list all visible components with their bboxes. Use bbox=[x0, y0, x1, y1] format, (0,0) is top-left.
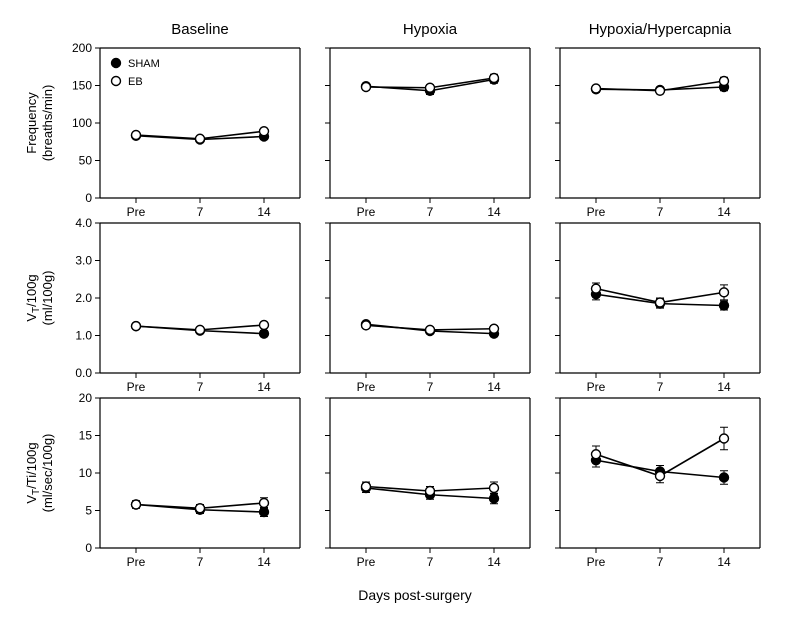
svg-text:14: 14 bbox=[717, 555, 731, 569]
xaxis-title: Days post-surgery bbox=[358, 587, 472, 603]
col-title-1: Hypoxia bbox=[403, 21, 458, 38]
marker-EB bbox=[132, 322, 141, 331]
svg-text:1.0: 1.0 bbox=[75, 329, 92, 343]
svg-text:14: 14 bbox=[487, 380, 501, 394]
marker-EB bbox=[592, 284, 601, 293]
svg-text:2.0: 2.0 bbox=[75, 291, 92, 305]
ylabel-row1: VT/100g(ml/100g) bbox=[24, 271, 55, 326]
marker-EB bbox=[490, 74, 499, 83]
svg-text:Pre: Pre bbox=[587, 205, 606, 219]
marker-EB bbox=[490, 484, 499, 493]
svg-text:7: 7 bbox=[197, 380, 204, 394]
svg-text:50: 50 bbox=[79, 154, 93, 168]
svg-text:0.0: 0.0 bbox=[75, 366, 92, 380]
marker-SHAM bbox=[720, 301, 729, 310]
legend-marker-SHAM bbox=[112, 59, 121, 68]
marker-EB bbox=[592, 84, 601, 93]
svg-text:14: 14 bbox=[257, 380, 271, 394]
col-title-0: Baseline bbox=[171, 21, 229, 38]
marker-EB bbox=[720, 77, 729, 86]
svg-text:3.0: 3.0 bbox=[75, 254, 92, 268]
svg-text:(ml/sec/100g): (ml/sec/100g) bbox=[40, 434, 55, 513]
marker-EB bbox=[196, 504, 205, 513]
svg-text:14: 14 bbox=[487, 555, 501, 569]
svg-text:Frequency: Frequency bbox=[24, 92, 39, 154]
svg-text:Pre: Pre bbox=[357, 205, 376, 219]
marker-EB bbox=[426, 487, 435, 496]
svg-text:7: 7 bbox=[427, 380, 434, 394]
svg-text:7: 7 bbox=[657, 380, 664, 394]
marker-EB bbox=[426, 83, 435, 92]
svg-text:Pre: Pre bbox=[127, 380, 146, 394]
marker-EB bbox=[720, 434, 729, 443]
svg-text:14: 14 bbox=[717, 205, 731, 219]
marker-SHAM bbox=[260, 329, 269, 338]
marker-EB bbox=[260, 127, 269, 136]
svg-text:4.0: 4.0 bbox=[75, 216, 92, 230]
marker-SHAM bbox=[490, 494, 499, 503]
marker-EB bbox=[720, 288, 729, 297]
svg-text:Pre: Pre bbox=[357, 555, 376, 569]
svg-text:14: 14 bbox=[487, 205, 501, 219]
marker-EB bbox=[656, 472, 665, 481]
marker-SHAM bbox=[720, 473, 729, 482]
ylabel-row0: Frequency(breaths/min) bbox=[24, 85, 55, 162]
svg-text:0: 0 bbox=[85, 541, 92, 555]
svg-text:15: 15 bbox=[79, 429, 93, 443]
marker-EB bbox=[260, 499, 269, 508]
marker-EB bbox=[426, 325, 435, 334]
svg-text:14: 14 bbox=[257, 555, 271, 569]
marker-EB bbox=[196, 134, 205, 143]
svg-text:100: 100 bbox=[72, 116, 92, 130]
marker-EB bbox=[490, 324, 499, 333]
svg-text:7: 7 bbox=[657, 555, 664, 569]
svg-text:7: 7 bbox=[427, 205, 434, 219]
svg-text:150: 150 bbox=[72, 79, 92, 93]
marker-SHAM bbox=[260, 508, 269, 517]
svg-text:20: 20 bbox=[79, 391, 93, 405]
ylabel-row2: VT/Ti/100g(ml/sec/100g) bbox=[24, 434, 55, 513]
svg-text:Pre: Pre bbox=[357, 380, 376, 394]
svg-text:(breaths/min): (breaths/min) bbox=[40, 85, 55, 162]
marker-EB bbox=[196, 325, 205, 334]
svg-text:7: 7 bbox=[657, 205, 664, 219]
svg-text:7: 7 bbox=[197, 555, 204, 569]
svg-text:7: 7 bbox=[427, 555, 434, 569]
marker-EB bbox=[132, 131, 141, 140]
svg-text:Pre: Pre bbox=[587, 380, 606, 394]
marker-EB bbox=[656, 298, 665, 307]
legend-label-SHAM: SHAM bbox=[128, 58, 160, 70]
legend-label-EB: EB bbox=[128, 76, 143, 88]
marker-EB bbox=[260, 321, 269, 330]
marker-EB bbox=[362, 321, 371, 330]
svg-text:10: 10 bbox=[79, 466, 93, 480]
svg-text:0: 0 bbox=[85, 191, 92, 205]
svg-text:Pre: Pre bbox=[127, 205, 146, 219]
legend-marker-EB bbox=[112, 77, 121, 86]
svg-text:Pre: Pre bbox=[587, 555, 606, 569]
svg-text:(ml/100g): (ml/100g) bbox=[40, 271, 55, 326]
marker-EB bbox=[362, 83, 371, 92]
svg-text:5: 5 bbox=[85, 504, 92, 518]
svg-text:14: 14 bbox=[717, 380, 731, 394]
marker-EB bbox=[592, 450, 601, 459]
svg-text:VT/100g: VT/100g bbox=[24, 274, 42, 321]
marker-EB bbox=[656, 86, 665, 95]
svg-text:14: 14 bbox=[257, 205, 271, 219]
svg-text:200: 200 bbox=[72, 41, 92, 55]
svg-text:Pre: Pre bbox=[127, 555, 146, 569]
marker-EB bbox=[362, 482, 371, 491]
marker-EB bbox=[132, 500, 141, 509]
col-title-2: Hypoxia/Hypercapnia bbox=[589, 21, 732, 38]
svg-text:7: 7 bbox=[197, 205, 204, 219]
figure-grid: 050100150200Pre714BaselinePre714HypoxiaP… bbox=[0, 0, 800, 628]
